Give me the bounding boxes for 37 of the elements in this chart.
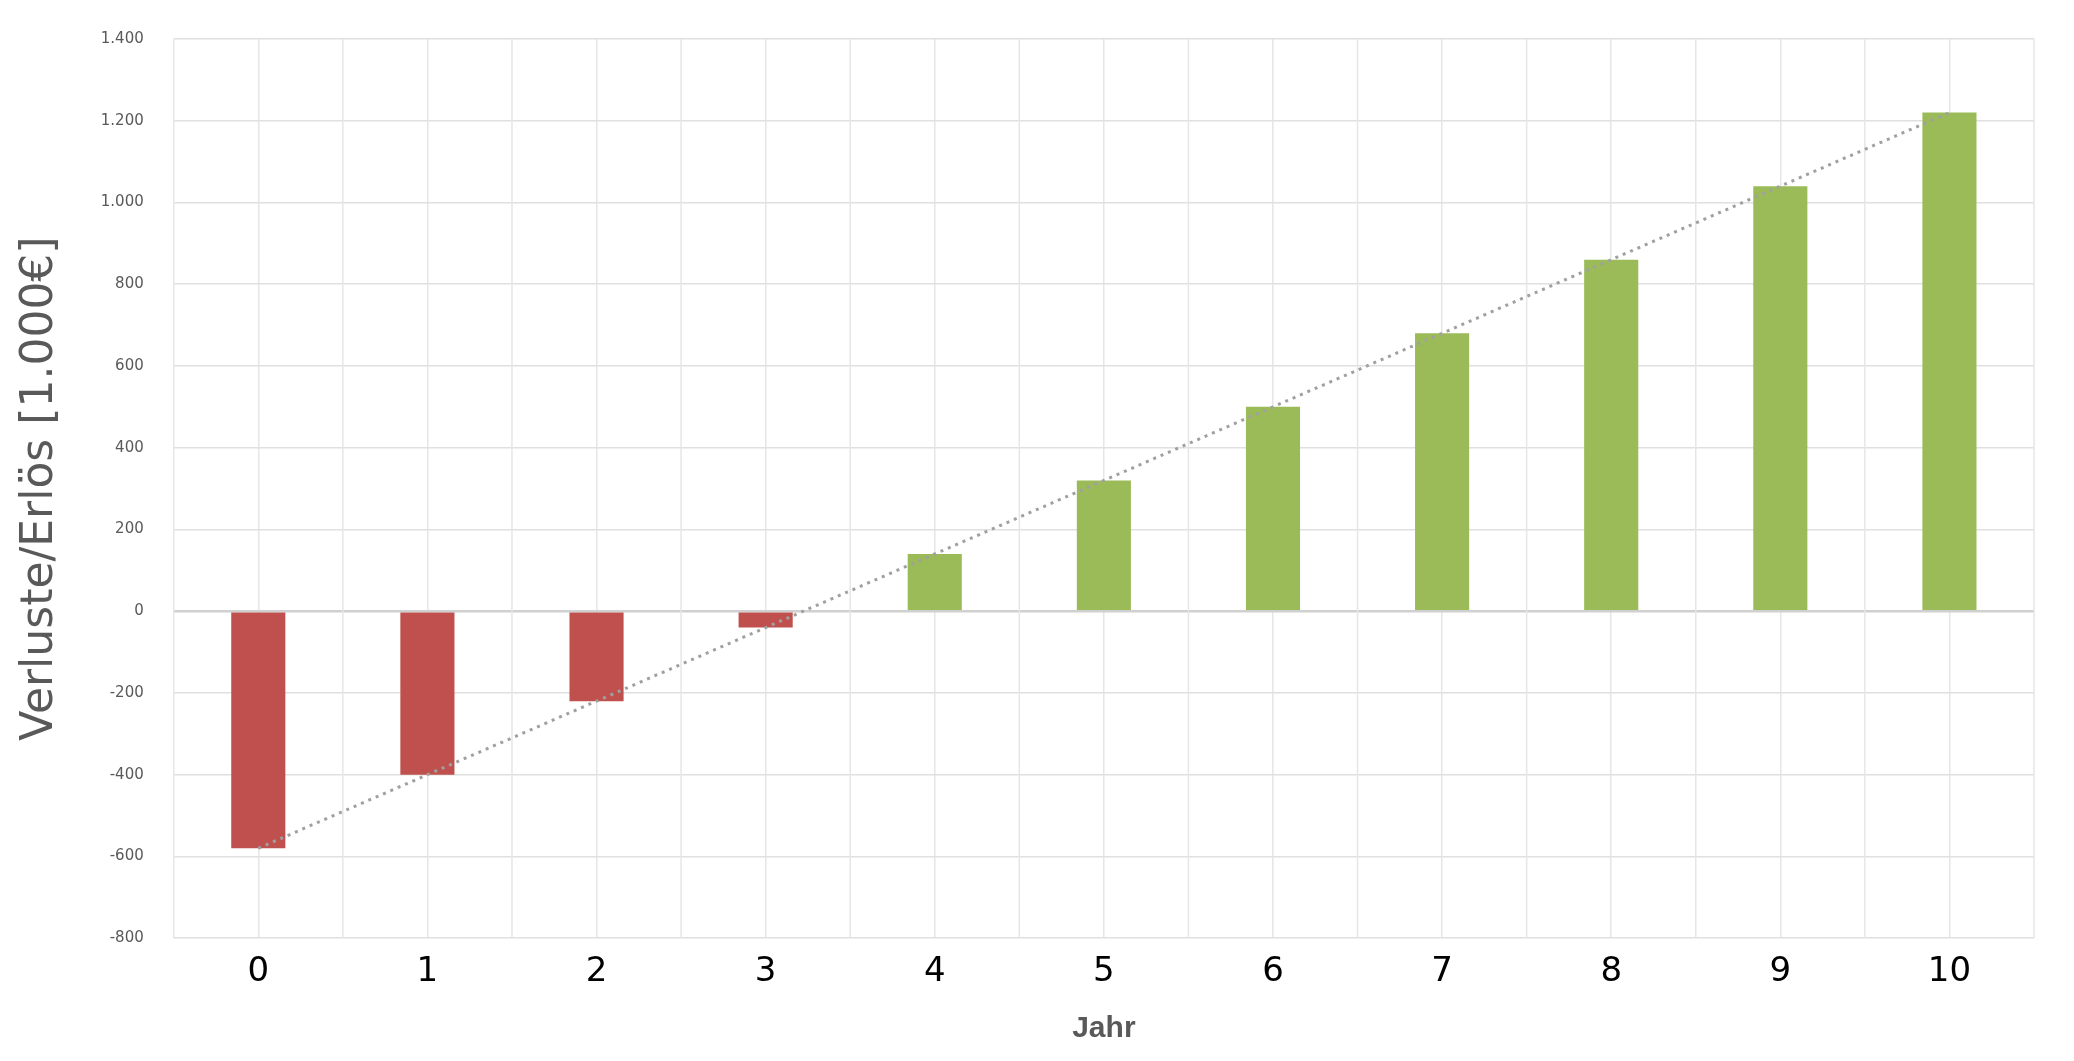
y-tick-label: -600 <box>109 846 144 865</box>
bar <box>1753 186 1808 610</box>
x-tick-label: 7 <box>1431 949 1453 990</box>
y-tick-label: 600 <box>115 355 144 374</box>
bar <box>1245 406 1301 610</box>
x-tick-label: 1 <box>416 949 439 990</box>
x-tick-label: 5 <box>1093 949 1115 990</box>
y-tick-label: 800 <box>115 274 144 293</box>
line-series <box>256 111 1951 850</box>
bar <box>569 612 624 702</box>
x-tick-label: 2 <box>585 949 608 990</box>
y-tick-label: 1.400 <box>100 28 144 47</box>
x-tick-label: 0 <box>247 949 270 990</box>
bar <box>907 554 962 610</box>
y-tick-label: -200 <box>109 682 144 701</box>
y-tick-label: 1.000 <box>100 192 144 211</box>
bar <box>1584 259 1639 610</box>
x-tick-label: 10 <box>1927 949 1972 990</box>
y-tick-label: -400 <box>109 764 144 783</box>
bar <box>231 612 286 849</box>
x-tick-label: 6 <box>1262 949 1284 990</box>
x-tick-label: 9 <box>1769 949 1792 990</box>
bar <box>738 612 793 628</box>
bar <box>400 612 455 775</box>
y-tick-label: -800 <box>109 928 144 947</box>
bar <box>1076 480 1131 610</box>
x-tick-label: 3 <box>754 949 777 990</box>
y-tick-label: 0 <box>134 601 144 620</box>
y-tick-label: 200 <box>115 519 144 538</box>
y-axis-title: Verluste/Erlös [1.000€] <box>10 236 62 741</box>
bar <box>1922 112 1977 610</box>
y-tick-label: 1.200 <box>100 110 144 129</box>
x-tick-label: 8 <box>1600 949 1623 990</box>
x-axis-title: Jahr <box>1072 1010 1136 1044</box>
x-tick-label: 4 <box>923 949 946 990</box>
bar <box>1415 333 1470 610</box>
y-tick-label: 400 <box>115 437 144 456</box>
